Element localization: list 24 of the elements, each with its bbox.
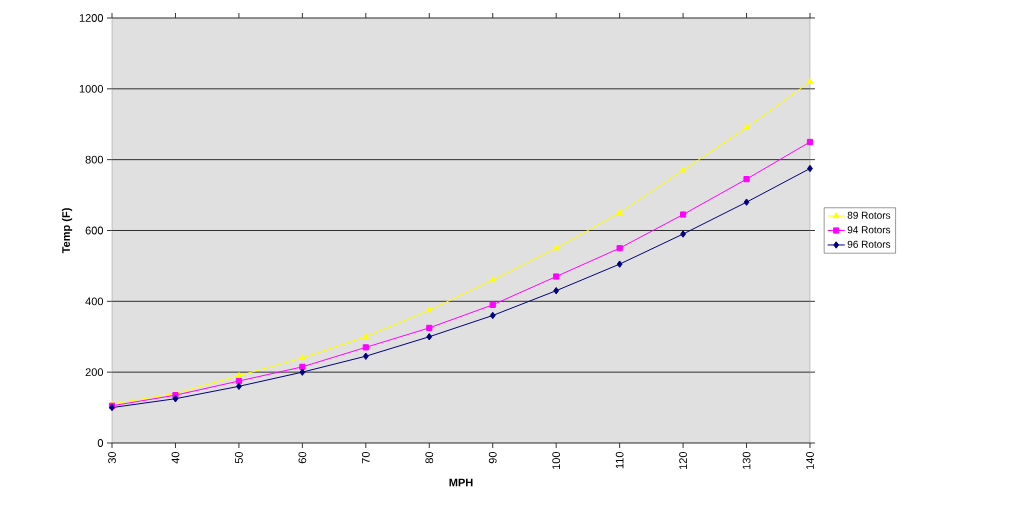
- y-tick-label: 1000: [79, 84, 104, 93]
- x-tick-label: 120: [679, 451, 687, 470]
- x-tick-label: 80: [425, 451, 434, 464]
- x-tick-label: 140: [806, 451, 814, 470]
- x-tick-label: 70: [361, 451, 370, 464]
- y-tick-label: 400: [85, 297, 104, 306]
- y-axis-title: Temp (F): [61, 208, 73, 254]
- x-tick-label: 100: [552, 451, 561, 470]
- y-tick-label: 1200: [79, 14, 104, 22]
- legend-label: 89 Rotors: [847, 211, 891, 219]
- x-tick-label: 60: [298, 451, 307, 464]
- y-tick-label: 0: [97, 439, 104, 447]
- x-tick-label: 50: [235, 451, 243, 464]
- legend-label: 94 Rotors: [847, 226, 891, 234]
- y-tick-label: 200: [85, 368, 104, 377]
- y-tick-label: 600: [85, 226, 104, 235]
- legend-label: 96 Rotors: [847, 240, 891, 248]
- x-axis-title: MPH: [449, 478, 473, 487]
- x-tick-label: 110: [615, 451, 624, 469]
- y-tick-label: 800: [85, 155, 104, 164]
- x-tick-label: 40: [171, 451, 180, 464]
- x-tick-label: 90: [488, 451, 497, 464]
- x-tick-label: 30: [108, 451, 116, 464]
- x-tick-label: 130: [742, 451, 751, 470]
